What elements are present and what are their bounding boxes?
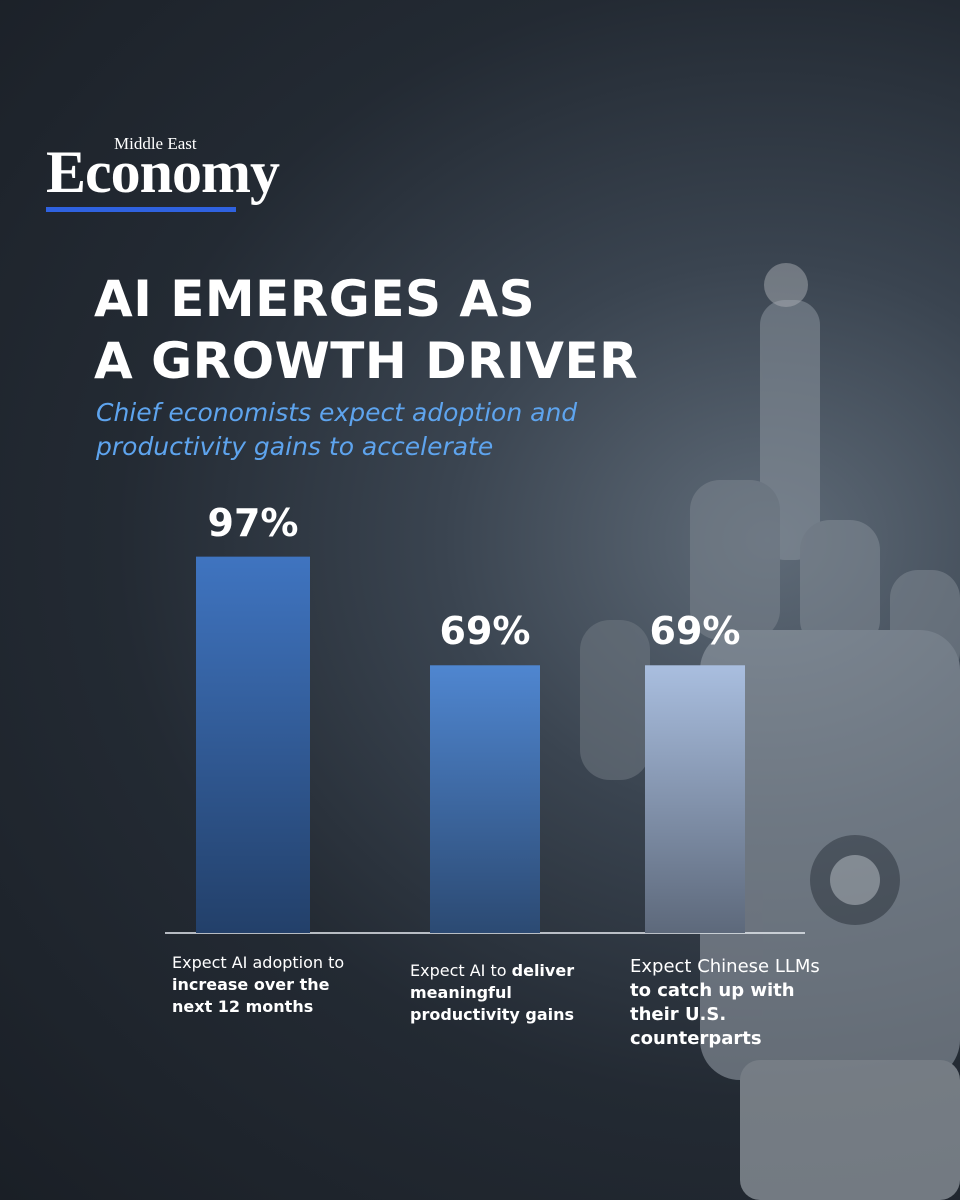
category-label: Expect Chinese LLMs to catch up with the… <box>630 955 820 1051</box>
subtitle-line: Chief economists expect adoption and <box>96 398 578 427</box>
category-emphasis: deliver meaningful productivity gains <box>410 961 575 1024</box>
category-text: Expect AI adoption to <box>172 953 345 972</box>
bar-shade <box>645 665 745 933</box>
category-emphasis: increase over the next 12 months <box>172 975 330 1016</box>
robot-hand <box>580 263 960 1200</box>
category-label: Expect AI to deliver meaningful producti… <box>410 960 610 1026</box>
chart-subtitle: Chief economists expect adoption and prod… <box>96 396 577 464</box>
chart-title: AI EMERGES AS A GROWTH DRIVER <box>94 268 638 392</box>
brand-underline <box>46 207 236 212</box>
category-text: Expect AI to <box>410 961 507 980</box>
category-label: Expect AI adoption to increase over the … <box>172 952 352 1018</box>
subtitle-line: productivity gains to accelerate <box>96 432 494 461</box>
title-line: AI EMERGES AS <box>94 270 536 328</box>
bar-shade <box>430 665 540 933</box>
value-label: 97% <box>207 500 299 545</box>
title-line: A GROWTH DRIVER <box>94 332 639 390</box>
value-label: 69% <box>439 609 531 654</box>
category-text: Expect Chinese LLMs <box>630 956 820 977</box>
brand-name: Economy <box>46 139 280 205</box>
bar-shade <box>196 556 310 933</box>
value-label: 69% <box>649 609 741 654</box>
category-emphasis: to catch up with their U.S. counterparts <box>630 980 795 1049</box>
brand-top: Middle East <box>114 134 197 153</box>
